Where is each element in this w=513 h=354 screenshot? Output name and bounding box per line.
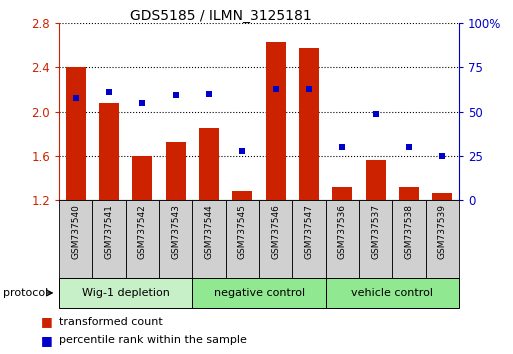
Bar xyxy=(326,278,459,308)
Text: transformed count: transformed count xyxy=(59,317,163,327)
Bar xyxy=(192,278,326,308)
Point xyxy=(271,86,280,92)
Text: vehicle control: vehicle control xyxy=(351,288,433,298)
Bar xyxy=(259,200,292,278)
Bar xyxy=(59,200,92,278)
Text: GSM737541: GSM737541 xyxy=(105,204,113,259)
Text: ■: ■ xyxy=(41,334,53,347)
Bar xyxy=(392,200,426,278)
Text: GSM737537: GSM737537 xyxy=(371,204,380,259)
Bar xyxy=(226,200,259,278)
Text: Wig-1 depletion: Wig-1 depletion xyxy=(82,288,170,298)
Text: GSM737545: GSM737545 xyxy=(238,204,247,259)
Text: percentile rank within the sample: percentile rank within the sample xyxy=(59,335,247,345)
Bar xyxy=(359,200,392,278)
Text: negative control: negative control xyxy=(213,288,305,298)
Bar xyxy=(159,200,192,278)
Bar xyxy=(66,67,86,200)
Text: GSM737540: GSM737540 xyxy=(71,204,80,259)
Bar xyxy=(292,200,326,278)
Bar xyxy=(199,128,219,200)
Bar xyxy=(126,200,159,278)
Point xyxy=(171,92,180,98)
Text: GSM737543: GSM737543 xyxy=(171,204,180,259)
Point xyxy=(305,86,313,92)
Bar xyxy=(299,48,319,200)
Point xyxy=(338,144,346,150)
Text: GSM737544: GSM737544 xyxy=(205,204,213,259)
Bar xyxy=(132,156,152,200)
Text: GSM737542: GSM737542 xyxy=(138,204,147,259)
Text: GSM737536: GSM737536 xyxy=(338,204,347,259)
Bar xyxy=(232,191,252,200)
Text: protocol: protocol xyxy=(3,288,48,298)
Bar xyxy=(399,187,419,200)
Bar xyxy=(326,200,359,278)
Bar xyxy=(166,142,186,200)
Point xyxy=(238,149,246,154)
Bar xyxy=(59,278,192,308)
Bar xyxy=(92,200,126,278)
Point xyxy=(371,111,380,116)
Point xyxy=(71,95,80,101)
Point xyxy=(105,89,113,95)
Bar xyxy=(192,200,226,278)
Point xyxy=(438,153,446,159)
Point xyxy=(405,144,413,150)
Point xyxy=(205,91,213,97)
Bar xyxy=(99,103,119,200)
Bar xyxy=(432,193,452,200)
Text: GSM737546: GSM737546 xyxy=(271,204,280,259)
Bar xyxy=(332,187,352,200)
Bar xyxy=(266,42,286,200)
Bar xyxy=(366,160,386,200)
Bar xyxy=(426,200,459,278)
Text: GDS5185 / ILMN_3125181: GDS5185 / ILMN_3125181 xyxy=(130,9,311,23)
Text: GSM737538: GSM737538 xyxy=(405,204,413,259)
Text: GSM737539: GSM737539 xyxy=(438,204,447,259)
Text: GSM737547: GSM737547 xyxy=(305,204,313,259)
Text: ■: ■ xyxy=(41,315,53,328)
Point xyxy=(138,100,147,105)
